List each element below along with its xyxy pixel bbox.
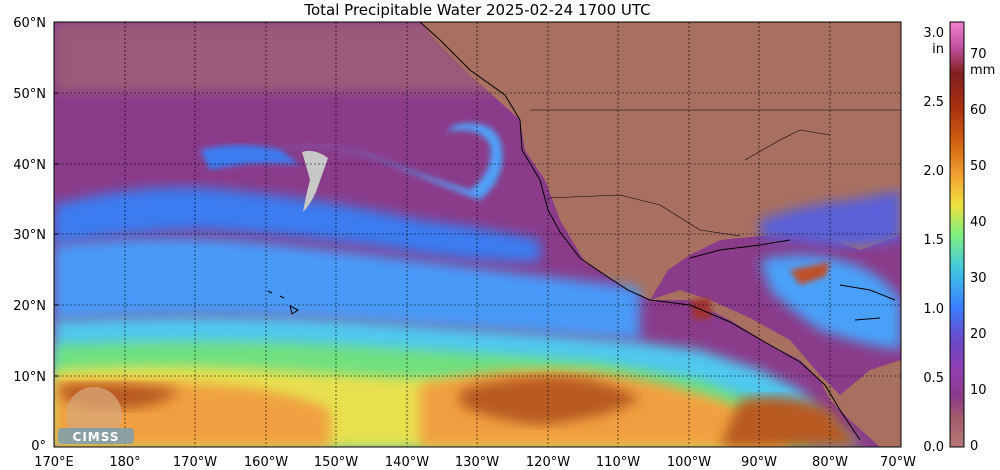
cb-in-tick-1-5: 1.5 bbox=[923, 233, 944, 248]
cb-mm-unit: mm bbox=[970, 63, 995, 78]
tropical-moisture-blue bbox=[54, 237, 640, 340]
lon-label-110w: 110°W bbox=[596, 455, 640, 470]
gridlines bbox=[54, 22, 901, 447]
frontal-band bbox=[200, 145, 300, 170]
cb-in-tick-3-0: 3.0 bbox=[923, 26, 944, 41]
lon-label-170e: 170°E bbox=[34, 455, 74, 470]
cb-in-unit: in bbox=[932, 42, 944, 57]
eastern-us-moisture bbox=[760, 190, 901, 247]
cb-in-tick-2-5: 2.5 bbox=[923, 95, 944, 110]
panama-brown bbox=[720, 396, 860, 447]
logo-banner bbox=[58, 428, 134, 444]
lat-label-20n: 20°N bbox=[13, 299, 46, 314]
missing-data-patch bbox=[302, 150, 328, 212]
cb-mm-tick-20: 20 bbox=[970, 327, 987, 342]
subtropical-moisture-band bbox=[54, 187, 540, 262]
cb-mm-tick-50: 50 bbox=[970, 159, 987, 174]
cb-in-tick-2-0: 2.0 bbox=[923, 164, 944, 179]
lon-label-100w: 100°W bbox=[667, 455, 711, 470]
tpw-field bbox=[54, 22, 901, 447]
axis-ticks bbox=[54, 21, 58, 448]
atmospheric-river bbox=[270, 123, 503, 200]
lon-label-170w: 170°W bbox=[173, 455, 217, 470]
caribbean-high-patch bbox=[790, 262, 830, 285]
lat-label-10n: 10°N bbox=[13, 370, 46, 385]
logo-text: CIMSS bbox=[73, 430, 120, 444]
lon-label-130w: 130°W bbox=[455, 455, 499, 470]
lat-label-40n: 40°N bbox=[13, 158, 46, 173]
cb-mm-tick-10: 10 bbox=[970, 383, 987, 398]
lat-label-50n: 50°N bbox=[13, 87, 46, 102]
cb-mm-tick-30: 30 bbox=[970, 271, 987, 286]
cb-in-tick-0-0: 0.0 bbox=[923, 440, 944, 455]
cb-mm-tick-0: 0 bbox=[970, 439, 978, 454]
lon-label-80w: 80°W bbox=[812, 455, 848, 470]
longitude-labels: 170°E 180° 170°W 160°W 150°W 140°W 130°W… bbox=[34, 455, 916, 470]
coastlines bbox=[419, 22, 901, 441]
gulf-of-mexico bbox=[680, 240, 790, 300]
cb-mm-tick-60: 60 bbox=[970, 103, 987, 118]
itcz-peak-brown bbox=[460, 376, 640, 425]
latitude-labels: 60°N 50°N 40°N 30°N 20°N 10°N 0° bbox=[13, 16, 46, 454]
map-title: Total Precipitable Water 2025-02-24 1700… bbox=[304, 1, 651, 19]
colorbar: 3.0 in 2.5 2.0 1.5 1.0 0.5 0.0 70 mm 60 … bbox=[923, 21, 995, 455]
cb-mm-tick-40: 40 bbox=[970, 215, 987, 230]
lat-label-60n: 60°N bbox=[13, 16, 46, 31]
lon-label-140w: 140°W bbox=[385, 455, 429, 470]
cimss-logo: CIMSS bbox=[58, 387, 134, 444]
lon-label-90w: 90°W bbox=[741, 455, 777, 470]
lon-label-180: 180° bbox=[109, 455, 140, 470]
lat-label-0: 0° bbox=[31, 439, 46, 454]
colorbar-gradient bbox=[949, 21, 965, 448]
lat-label-30n: 30°N bbox=[13, 228, 46, 243]
hawaii-islands bbox=[267, 290, 299, 315]
mexico-high-patch bbox=[690, 298, 712, 320]
lon-label-120w: 120°W bbox=[526, 455, 570, 470]
cb-mm-tick-70: 70 bbox=[970, 47, 987, 62]
cb-in-tick-0-5: 0.5 bbox=[923, 371, 944, 386]
lon-label-160w: 160°W bbox=[244, 455, 288, 470]
lon-label-150w: 150°W bbox=[314, 455, 358, 470]
cb-in-tick-1-0: 1.0 bbox=[923, 302, 944, 317]
caribbean-moisture bbox=[760, 255, 901, 350]
lon-label-70w: 70°W bbox=[880, 455, 916, 470]
